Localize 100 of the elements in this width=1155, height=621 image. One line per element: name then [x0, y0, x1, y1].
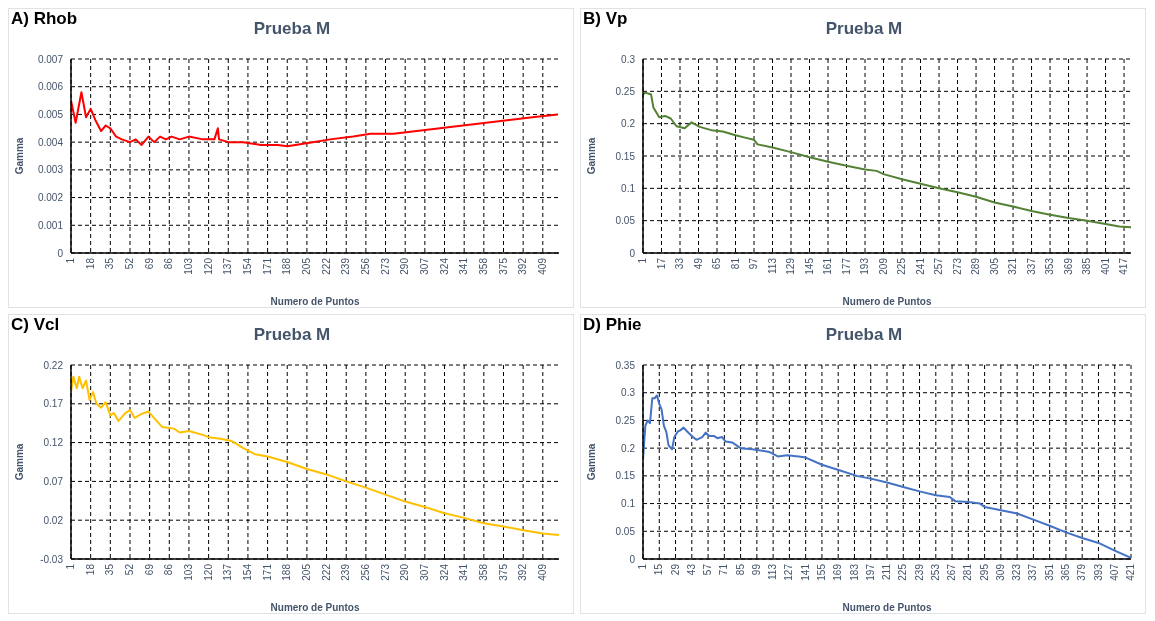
- y-tick-label: 0.12: [43, 437, 64, 449]
- y-tick-label: 0.02: [43, 514, 64, 526]
- y-tick-label: 0.07: [43, 475, 64, 487]
- text: B) Vp: [583, 9, 628, 28]
- y-tick-label: 0: [629, 247, 636, 259]
- y-tick-label: 0.007: [37, 53, 64, 65]
- x-tick-label: 137: [222, 257, 234, 275]
- x-tick-label: 127: [783, 563, 795, 581]
- x-tick-label: 85: [734, 563, 746, 576]
- x-tick-label: 43: [685, 563, 697, 576]
- x-tick-label: 120: [202, 563, 214, 581]
- x-tick-label: 69: [143, 563, 155, 576]
- y-tick-label: 0.1: [621, 182, 636, 194]
- x-tick-label: 417: [1118, 257, 1130, 275]
- x-axis-title: Numero de Puntos: [842, 602, 932, 613]
- x-tick-label: 86: [163, 257, 175, 270]
- x-tick-label: 393: [1092, 563, 1104, 581]
- x-tick-label: 35: [104, 563, 116, 576]
- y-tick-label: 0.22: [43, 359, 64, 371]
- x-tick-label: 129: [785, 257, 797, 275]
- x-tick-label: 52: [124, 563, 136, 576]
- x-tick-label: 295: [978, 563, 990, 581]
- x-tick-label: 375: [497, 257, 509, 275]
- x-tick-label: 15: [653, 563, 665, 576]
- x-tick-label: 205: [301, 563, 313, 581]
- x-tick-label: 154: [242, 563, 254, 581]
- x-axis-title: Numero de Puntos: [270, 296, 360, 307]
- y-tick-label: 0.3: [621, 53, 636, 65]
- x-tick-label: 169: [832, 563, 844, 581]
- line-series: [71, 91, 559, 148]
- x-tick-label: 137: [222, 563, 234, 581]
- x-tick-label: 341: [458, 257, 470, 275]
- x-tick-label: 171: [261, 563, 273, 581]
- x-tick-label: 392: [517, 257, 529, 275]
- x-tick-label: 337: [1027, 563, 1039, 581]
- y-axis-title: Gamma: [13, 443, 25, 481]
- x-tick-label: 273: [379, 257, 391, 275]
- x-tick-label: 353: [1044, 257, 1056, 275]
- x-tick-label: 307: [418, 257, 430, 275]
- x-tick-label: 375: [497, 563, 509, 581]
- x-tick-label: 239: [340, 257, 352, 275]
- y-tick-label: 0.05: [615, 525, 636, 537]
- x-tick-label: 379: [1076, 563, 1088, 581]
- x-tick-label: 351: [1043, 563, 1055, 581]
- chart-title: Prueba M: [825, 19, 903, 38]
- x-tick-label: 385: [1081, 257, 1093, 275]
- x-tick-label: 183: [848, 563, 860, 581]
- x-tick-label: 392: [517, 563, 529, 581]
- x-tick-label: 103: [183, 257, 195, 275]
- x-tick-label: 401: [1099, 257, 1111, 275]
- y-axis-title: Gamma: [585, 137, 597, 175]
- y-tick-label: 0.003: [37, 164, 64, 176]
- x-tick-label: 113: [766, 257, 778, 274]
- x-tick-label: 225: [896, 257, 908, 275]
- x-tick-label: 222: [320, 563, 332, 581]
- x-tick-label: 171: [261, 257, 273, 275]
- text: D) Phie: [583, 315, 642, 334]
- x-tick-label: 97: [748, 257, 760, 270]
- x-tick-label: 409: [536, 257, 548, 275]
- x-tick-label: 188: [281, 257, 293, 275]
- y-tick-label: 0.004: [37, 136, 64, 148]
- x-tick-label: 17: [655, 257, 667, 270]
- line-series: [71, 375, 559, 536]
- x-tick-label: 324: [438, 257, 450, 275]
- x-tick-label: 341: [458, 563, 470, 581]
- x-tick-label: 86: [163, 563, 175, 576]
- x-tick-label: 120: [202, 257, 214, 275]
- y-tick-label: 0.006: [37, 81, 64, 93]
- x-tick-label: 69: [143, 257, 155, 270]
- x-tick-label: 307: [418, 563, 430, 581]
- x-tick-label: 155: [816, 563, 828, 581]
- x-tick-label: 193: [859, 257, 871, 275]
- x-tick-label: 407: [1108, 563, 1120, 581]
- x-tick-label: 18: [84, 563, 96, 576]
- y-tick-label: 0.35: [615, 359, 636, 371]
- x-tick-label: 177: [840, 257, 852, 275]
- x-tick-label: 321: [1007, 257, 1019, 275]
- y-tick-label: 0.1: [621, 498, 636, 510]
- x-tick-label: 1: [65, 563, 77, 570]
- y-tick-label: 0.17: [43, 398, 64, 410]
- text: C) Vcl: [11, 315, 60, 334]
- x-tick-label: 188: [281, 563, 293, 581]
- x-tick-label: 369: [1062, 257, 1074, 275]
- x-tick-label: 305: [988, 257, 1000, 275]
- x-tick-label: 71: [718, 563, 730, 576]
- x-tick-label: 211: [881, 563, 893, 580]
- x-tick-label: 57: [702, 563, 714, 576]
- y-tick-label: -0.03: [40, 553, 64, 565]
- x-tick-label: 290: [399, 257, 411, 275]
- y-tick-label: 0.15: [615, 150, 636, 162]
- x-tick-label: 18: [84, 257, 96, 270]
- y-tick-label: 0: [629, 553, 636, 565]
- x-tick-label: 103: [183, 563, 195, 581]
- y-tick-label: 0.25: [615, 85, 636, 97]
- y-tick-label: 0.05: [615, 215, 636, 227]
- chart-title: Prueba M: [253, 19, 331, 38]
- x-tick-label: 358: [477, 257, 489, 275]
- x-tick-label: 222: [320, 257, 332, 275]
- y-axis-title: Gamma: [13, 137, 25, 175]
- x-axis-title: Numero de Puntos: [270, 602, 360, 613]
